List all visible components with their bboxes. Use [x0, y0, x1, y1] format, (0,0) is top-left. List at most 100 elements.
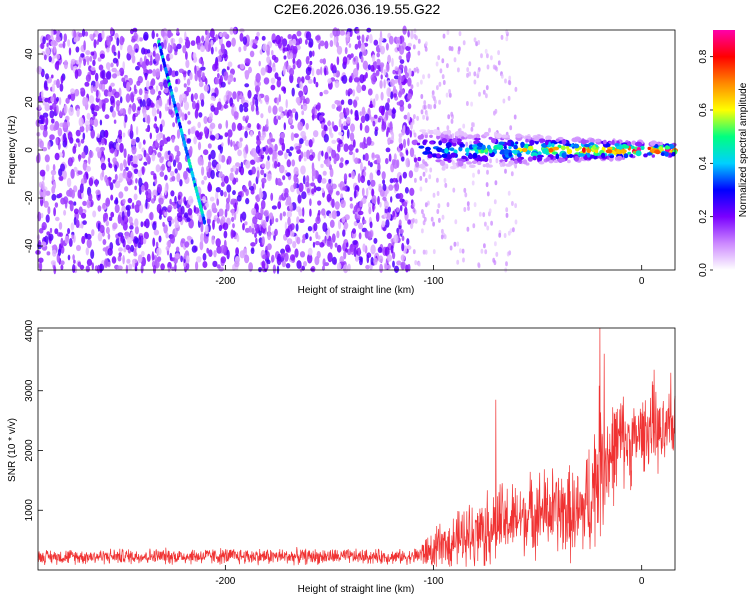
spectrogram-cell: [295, 96, 301, 104]
spectrogram-cell: [209, 122, 216, 129]
spectrogram-cell: [472, 223, 476, 229]
spectrogram-cell: [293, 182, 297, 190]
spectrogram-cell: [349, 203, 354, 209]
spectrogram-cell: [146, 49, 151, 54]
snr-y-label: SNR (10 * v/v): [7, 418, 18, 482]
spectrogram-cell: [441, 214, 445, 220]
spectrogram-cell: [103, 98, 109, 103]
spectrogram-cell: [344, 214, 350, 221]
spectrogram-cell: [92, 59, 96, 67]
spectrogram-cell: [256, 31, 260, 37]
spectrogram-cell: [300, 95, 306, 101]
spectrogram-cell: [73, 30, 77, 39]
spectrogram-cell: [42, 188, 47, 198]
spectrogram-cell: [231, 122, 236, 132]
spectrogram-carrier-cell: [671, 152, 676, 157]
spectrogram-carrier-cell: [525, 150, 531, 155]
spectrogram-cell: [114, 180, 121, 189]
spectrogram-cell: [417, 50, 421, 56]
spectrogram-cell: [385, 147, 391, 153]
spectrogram-cell: [309, 154, 314, 161]
spectrogram-cell: [150, 102, 155, 108]
spectrogram-cell: [371, 54, 376, 63]
spectrogram-cell: [364, 113, 370, 122]
spectrogram-cell: [59, 110, 62, 117]
spectrogram-cell: [355, 28, 360, 34]
spectrogram-cell: [512, 227, 515, 233]
spectrogram-cell: [85, 265, 91, 273]
spectrogram-cell: [88, 95, 95, 104]
spectrogram-cell: [167, 204, 173, 211]
spectrogram-cell: [142, 237, 147, 245]
spectrogram-carrier-cell: [465, 147, 470, 153]
spectrogram-x-ticks: -200 -100 0: [215, 265, 645, 287]
spectrogram-cell: [138, 88, 143, 96]
spectrogram-cell: [75, 46, 80, 53]
spectrogram-cell: [458, 31, 462, 37]
spectrogram-cell: [511, 201, 514, 206]
spectrogram-cell: [233, 111, 239, 120]
spectrogram-cell: [391, 57, 394, 67]
spectrogram-cell: [293, 133, 299, 139]
spectrogram-cell: [486, 169, 489, 175]
spectrogram-cell: [431, 93, 435, 99]
spectrogram-cell: [301, 265, 306, 271]
spectrogram-cell: [305, 56, 310, 65]
spectrogram-cell: [424, 249, 428, 255]
spectrogram-cell: [508, 250, 512, 256]
spectrogram-cell: [504, 168, 507, 174]
spectrogram-carrier-cell: [449, 147, 455, 152]
spectrogram-cell: [461, 248, 465, 254]
spectrogram-carrier-cell: [458, 130, 465, 136]
spectrogram-cell: [331, 210, 337, 220]
spectrogram-cell: [405, 52, 411, 60]
spectrogram-cell: [86, 165, 91, 172]
spectrogram-carrier-cell: [532, 155, 537, 161]
spectrogram-cell: [413, 114, 416, 120]
spectrogram-cell: [115, 197, 119, 205]
spectrogram-carrier-cell: [629, 153, 634, 158]
spectrogram-cell: [125, 204, 131, 211]
spectrogram-carrier-cell: [484, 148, 489, 153]
spectrogram-cell: [114, 173, 118, 181]
spectrogram-cell: [305, 31, 312, 41]
spectrogram-cell: [136, 200, 142, 207]
spectrogram-cell: [94, 72, 99, 82]
spectrogram-cell: [409, 147, 415, 158]
spectrogram-cell: [442, 80, 446, 85]
spectrogram-cell: [286, 159, 291, 168]
spectrogram-cell: [355, 148, 359, 153]
spectrogram-cell: [495, 158, 499, 164]
spectrogram-cell: [62, 121, 68, 129]
spectrogram-cell: [288, 151, 292, 157]
spectrogram-cell: [369, 221, 373, 229]
spectrogram-cell: [276, 256, 282, 266]
spectrogram-carrier-cell: [481, 144, 486, 151]
spectrogram-cell: [423, 104, 427, 110]
spectrogram-cell: [466, 72, 469, 78]
spectrogram-cell: [363, 171, 367, 177]
spectrogram-cell: [340, 193, 344, 199]
spectrogram-cell: [153, 195, 157, 202]
spectrogram-cell: [359, 200, 364, 208]
spectrogram-cell: [271, 254, 275, 263]
x-tick-label: -200: [215, 576, 235, 587]
spectrogram-carrier-cell: [582, 147, 586, 153]
spectrogram-cell: [237, 122, 243, 131]
spectrogram-cell: [456, 241, 460, 247]
spectrogram-cell: [467, 205, 470, 211]
spectrogram-cell: [210, 28, 215, 38]
spectrogram-cell: [139, 203, 144, 214]
spectrogram-cell: [123, 148, 127, 159]
spectrogram-cell: [238, 141, 243, 149]
spectrogram-cell: [131, 145, 137, 155]
spectrogram-cell: [194, 73, 198, 82]
spectrogram-cell: [170, 234, 175, 244]
spectrogram-cell: [361, 84, 367, 92]
spectrogram-cell: [117, 232, 124, 237]
spectrogram-cell: [218, 135, 223, 140]
spectrogram-cell: [313, 222, 318, 232]
spectrogram-cell: [486, 53, 489, 59]
spectrogram-cell: [390, 78, 395, 87]
